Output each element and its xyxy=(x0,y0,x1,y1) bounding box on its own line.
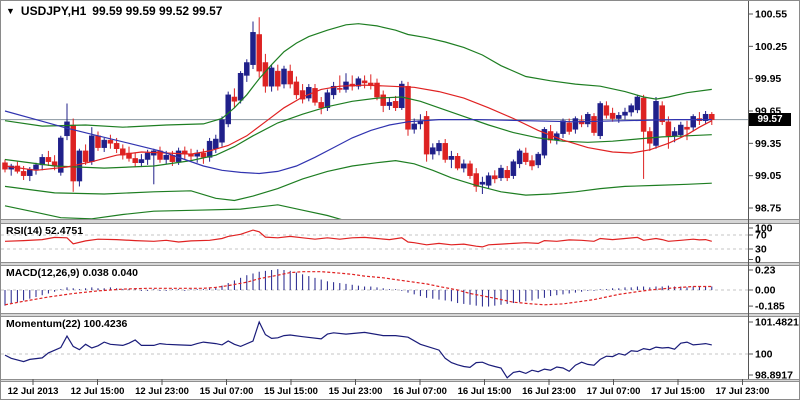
time-axis-tick-label: 16 Jul 23:00 xyxy=(522,386,576,397)
price-axis-tick-label: 99.95 xyxy=(755,73,781,85)
price-axis-tick-label: 100.25 xyxy=(755,41,787,53)
rsi-axis-tick-label: 70 xyxy=(755,230,767,242)
panel-separator[interactable] xyxy=(1,379,799,382)
current-price-badge: 99.57 xyxy=(749,113,791,126)
rsi-axis-tick-label: 30 xyxy=(755,244,767,256)
time-axis-tick-label: 16 Jul 07:00 xyxy=(393,386,447,397)
macd-axis-tick-label: 0.00 xyxy=(755,285,776,297)
bollinger-inner-upper-line xyxy=(4,96,712,169)
rsi-axis-tick-label: 0 xyxy=(755,254,761,266)
price-axis-tick-label: 98.75 xyxy=(755,203,781,215)
rsi-pane[interactable] xyxy=(1,229,748,250)
rsi-indicator-label: RSI(14) 52.4751 xyxy=(6,225,84,237)
macd-pane[interactable] xyxy=(1,269,748,307)
momentum-line xyxy=(4,320,712,379)
macd-signal-line xyxy=(4,271,712,306)
main-price-pane[interactable] xyxy=(1,17,748,226)
symbol-dropdown-icon[interactable]: ▼ xyxy=(6,6,15,16)
price-axis-tick-label: 100.55 xyxy=(755,9,787,21)
time-axis-tick-label: 16 Jul 15:00 xyxy=(458,386,512,397)
momentum-axis-tick-label: 100 xyxy=(755,349,773,361)
ohlc-quote-label: 99.59 99.59 99.52 99.57 xyxy=(92,4,223,18)
bollinger-outer-lower-line xyxy=(4,204,342,219)
symbol-period-label: USDJPY,H1 xyxy=(20,4,87,18)
panel-separator[interactable] xyxy=(1,219,799,224)
price-axis-tick-label: 99.35 xyxy=(755,138,781,150)
time-axis-tick-label: 17 Jul 15:00 xyxy=(651,386,705,397)
momentum-indicator-label: Momentum(22) 100.4236 xyxy=(6,318,128,330)
time-axis-tick-label: 15 Jul 07:00 xyxy=(200,386,254,397)
time-axis-tick-label: 15 Jul 15:00 xyxy=(264,386,318,397)
panel-separator[interactable] xyxy=(1,262,799,266)
time-axis-tick-label: 15 Jul 23:00 xyxy=(329,386,383,397)
macd-axis-tick-label: -0.185 xyxy=(755,301,785,313)
time-axis[interactable]: 12 Jul 2013 12 Jul 15:00 12 Jul 23:00 15 Ju… xyxy=(8,379,770,397)
rsi-line xyxy=(4,229,712,248)
time-axis-tick-label: 12 Jul 2013 xyxy=(8,386,59,397)
macd-axis-tick-label: 0.23 xyxy=(755,264,776,276)
bollinger-inner-lower-line xyxy=(4,159,712,202)
chart-title-bar: ▼ USDJPY,H1 99.59 99.59 99.52 99.57 xyxy=(6,4,222,18)
price-axis[interactable]: 100.55100.2599.9599.6599.3599.0598.75100… xyxy=(748,9,799,382)
rsi-axis-tick-label: 100 xyxy=(755,223,773,235)
time-axis-tick-label: 17 Jul 07:00 xyxy=(587,386,641,397)
time-axis-tick-label: 17 Jul 23:00 xyxy=(716,386,770,397)
momentum-pane[interactable] xyxy=(1,320,748,379)
time-axis-tick-label: 12 Jul 23:00 xyxy=(135,386,189,397)
slow-ma-line xyxy=(4,110,712,175)
candles-layer xyxy=(2,17,715,194)
fast-ma-line xyxy=(4,84,713,171)
macd-indicator-label: MACD(12,26,9) 0.038 0.040 xyxy=(6,267,138,279)
momentum-axis-tick-label: 101.4821 xyxy=(755,317,799,329)
bollinger-outer-upper-line xyxy=(4,23,712,128)
time-axis-tick-label: 12 Jul 15:00 xyxy=(71,386,125,397)
panel-separator[interactable] xyxy=(1,313,799,317)
momentum-axis-tick-label: 98.8917 xyxy=(755,370,793,382)
price-axis-tick-label: 99.05 xyxy=(755,170,781,182)
